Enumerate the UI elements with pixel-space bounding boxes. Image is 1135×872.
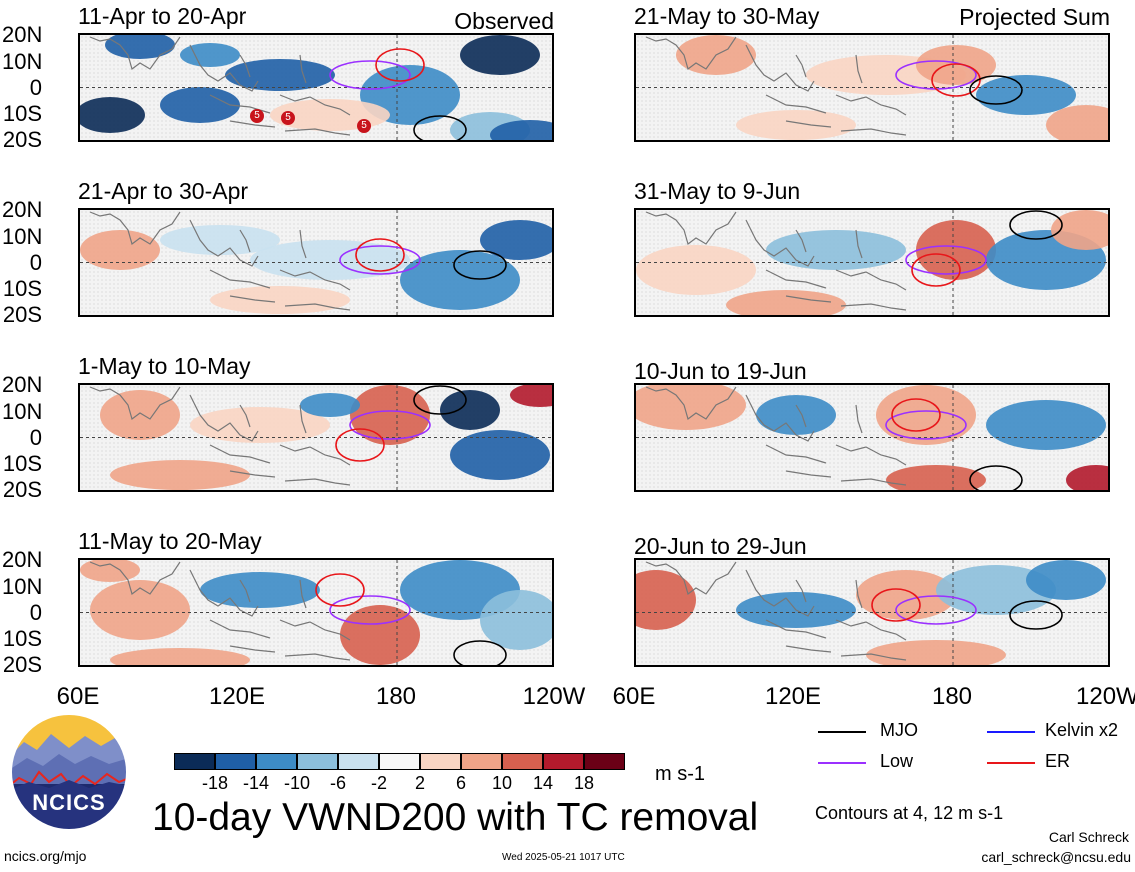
map-panel (634, 558, 1110, 667)
map-field (636, 560, 1108, 665)
lon-label: 120E (764, 683, 822, 710)
legend-label-er: ER (1045, 751, 1071, 771)
map-panel (78, 208, 554, 317)
map-panel (78, 558, 554, 667)
panel-title: 31-May to 9-Jun (634, 178, 801, 204)
colorbar-swatch (174, 753, 215, 770)
colorbar-units: m s-1 (655, 763, 705, 785)
colorbar-swatch (338, 753, 379, 770)
lon-label: 120W (522, 683, 586, 710)
tc-marker: 5 (250, 109, 264, 123)
lat-label: 10N (2, 399, 43, 424)
ncics-logo-graphic (10, 713, 128, 831)
panel-title: 11-May to 20-May (78, 528, 262, 554)
lat-label: 20S (2, 302, 42, 327)
colorbar-swatch (420, 753, 461, 770)
panel-title: 1-May to 10-May (78, 353, 251, 379)
lat-label: 0 (29, 425, 42, 450)
colorbar-label: -2 (370, 773, 387, 793)
map-panel (634, 383, 1110, 492)
map-panel (78, 33, 554, 142)
lat-label: 20S (2, 652, 42, 677)
panel-title: 21-Apr to 30-Apr (78, 178, 249, 204)
lon-label: 60E (56, 683, 100, 710)
map-field (636, 210, 1108, 315)
lon-label: 180 (931, 683, 973, 710)
legend-line-er (987, 762, 1035, 764)
lat-label: 10S (2, 276, 42, 301)
colorbar-swatch (256, 753, 297, 770)
map-field (80, 385, 552, 490)
lat-label: 10N (2, 49, 43, 74)
colorbar-label: 6 (455, 773, 466, 793)
legend-line-kelvin (987, 731, 1035, 733)
footer-author: Carl Schreck (1048, 829, 1129, 845)
lat-label: 0 (29, 600, 42, 625)
lon-label: 120E (208, 683, 266, 710)
lat-label: 10S (2, 626, 42, 651)
map-panel (634, 33, 1110, 142)
map-field (636, 385, 1108, 490)
map-field (80, 35, 552, 140)
panel-tag-projected: Projected Sum (959, 4, 1110, 30)
colorbar-swatch (215, 753, 256, 770)
panel-title: 10-Jun to 19-Jun (634, 358, 807, 384)
panel-title: 11-Apr to 20-Apr (78, 3, 247, 29)
map-field (80, 210, 552, 315)
colorbar-label: 18 (573, 773, 595, 793)
panel-title: 21-May to 30-May (634, 3, 820, 29)
main-title: 10-day VWND200 with TC removal (152, 796, 759, 839)
legend-line-mjo (818, 731, 866, 733)
map-field (636, 35, 1108, 140)
colorbar-swatch (379, 753, 420, 770)
colorbar-swatch (502, 753, 543, 770)
colorbar-swatch (584, 753, 625, 770)
map-field (80, 560, 552, 665)
lat-label: 0 (29, 75, 42, 100)
lat-label: 20N (2, 197, 43, 222)
footer-email: carl_schreck@ncsu.edu (981, 849, 1131, 865)
contours-note: Contours at 4, 12 m s-1 (815, 803, 1004, 823)
colorbar-label: -14 (242, 773, 269, 793)
legend-label-kelvin: Kelvin x2 (1045, 720, 1119, 740)
map-panel (634, 208, 1110, 317)
legend-label-low: Low (880, 751, 914, 771)
ncics-logo: NCICS (9, 712, 129, 832)
legend-line-low (818, 762, 866, 764)
lat-label: 20N (2, 372, 43, 397)
map-panel (78, 383, 554, 492)
colorbar-label: -6 (329, 773, 346, 793)
lat-label: 20N (2, 547, 43, 572)
colorbar-label: 10 (491, 773, 513, 793)
footer-url: ncics.org/mjo (4, 848, 87, 864)
lon-label: 180 (375, 683, 417, 710)
lat-label: 10S (2, 101, 42, 126)
lat-label: 20S (2, 127, 42, 152)
lat-label: 20N (2, 22, 43, 47)
colorbar-swatch (461, 753, 502, 770)
lat-label: 10S (2, 451, 42, 476)
footer-timestamp: Wed 2025-05-21 1017 UTC (502, 852, 625, 863)
colorbar-swatch (543, 753, 584, 770)
lat-label: 10N (2, 574, 43, 599)
legend-label-mjo: MJO (880, 720, 918, 740)
lon-label: 60E (612, 683, 656, 710)
logo-text: NCICS (32, 790, 106, 815)
colorbar-label: 14 (532, 773, 554, 793)
tc-marker: 5 (357, 119, 371, 133)
colorbar-label: 2 (414, 773, 425, 793)
lat-label: 10N (2, 224, 43, 249)
panel-tag-observed: Observed (454, 8, 554, 34)
colorbar-label: -10 (283, 773, 310, 793)
lat-label: 0 (29, 250, 42, 275)
colorbar-swatch (297, 753, 338, 770)
panel-title: 20-Jun to 29-Jun (634, 533, 807, 559)
lon-label: 120W (1076, 683, 1135, 710)
lat-label: 20S (2, 477, 42, 502)
colorbar-label: -18 (201, 773, 228, 793)
tc-marker: 5 (281, 111, 295, 125)
